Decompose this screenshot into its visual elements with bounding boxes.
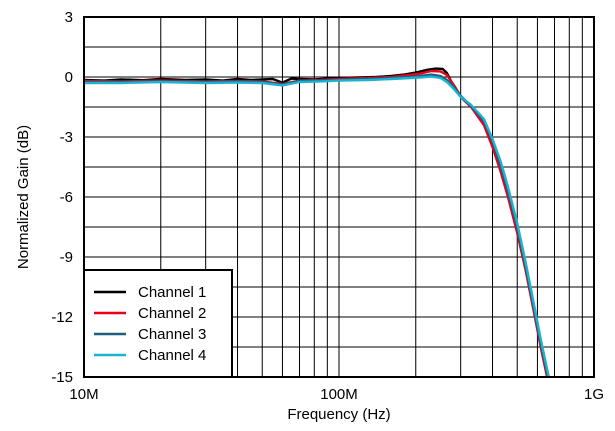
series-group xyxy=(84,67,550,377)
legend-box xyxy=(83,269,233,378)
plot-frame xyxy=(83,16,595,378)
x-tick-label: 1G xyxy=(584,386,604,403)
y-tick-label: -15 xyxy=(51,369,73,386)
legend-label-channel-4: Channel 4 xyxy=(138,347,206,364)
y-tick-label: -6 xyxy=(60,189,73,206)
y-axis-title: Normalized Gain (dB) xyxy=(15,125,32,269)
x-tick-label: 10M xyxy=(69,386,98,403)
y-tick-label: 3 xyxy=(65,9,73,26)
y-tick-labels: 3 0 -3 -6 -9 -12 -15 xyxy=(51,9,73,386)
legend-label-channel-1: Channel 1 xyxy=(138,284,206,301)
y-tick-label: -3 xyxy=(60,129,73,146)
x-tick-label: 100M xyxy=(320,386,358,403)
legend: Channel 1 Channel 2 Channel 3 Channel 4 xyxy=(83,269,233,378)
legend-label-channel-3: Channel 3 xyxy=(138,326,206,343)
y-tick-label: -9 xyxy=(60,249,73,266)
y-tick-label: -12 xyxy=(51,309,73,326)
y-tick-label: 0 xyxy=(65,69,73,86)
series-line-channel-4 xyxy=(84,75,550,377)
x-axis-title: Frequency (Hz) xyxy=(287,406,390,423)
x-tick-labels: 10M 100M 1G xyxy=(69,386,604,403)
legend-label-channel-2: Channel 2 xyxy=(138,305,206,322)
